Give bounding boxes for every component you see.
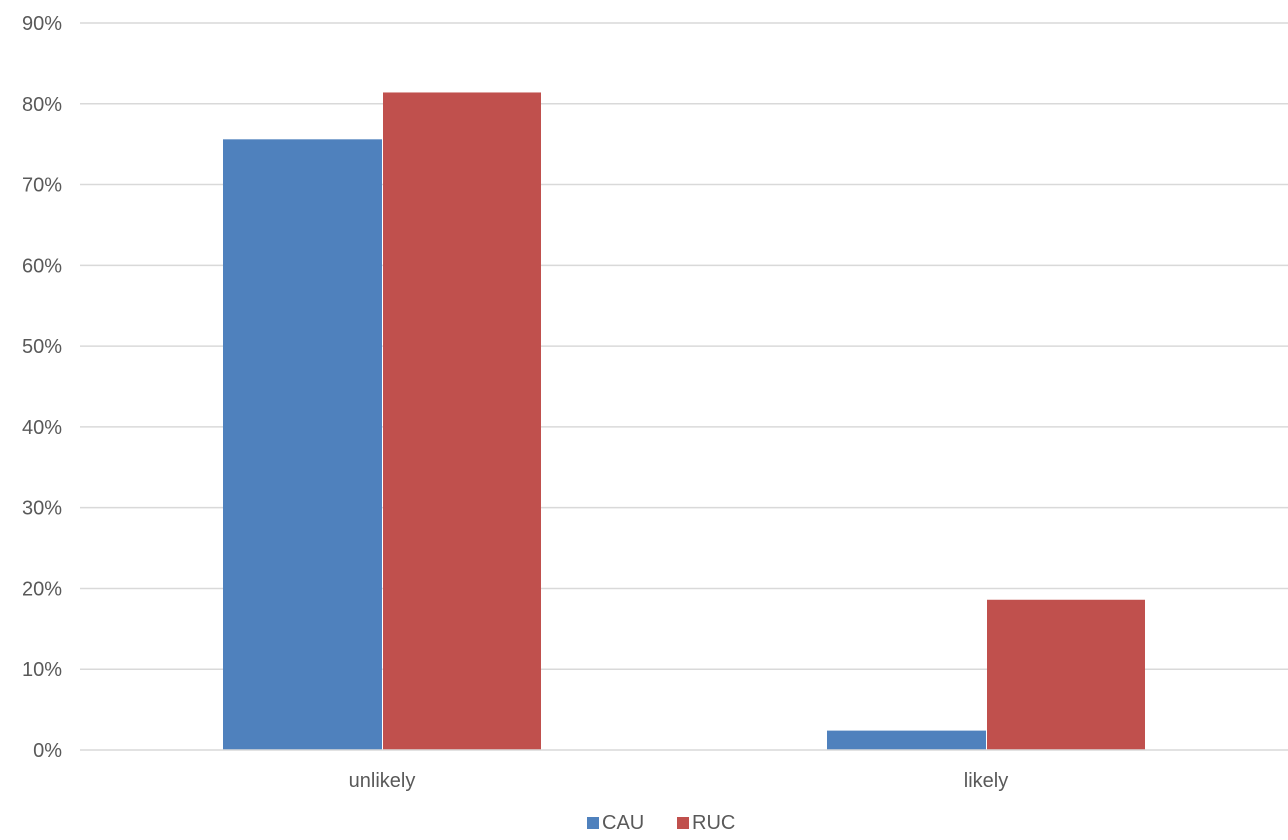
y-tick-label: 70% <box>22 175 62 197</box>
bar-ruc-likely <box>987 599 1145 750</box>
x-category-label: likely <box>964 770 1008 792</box>
legend-swatch-ruc <box>677 817 689 829</box>
y-tick-label: 0% <box>33 740 62 762</box>
y-axis-tick-labels: 0% 10% 20% 30% 40% 50% 60% 70% 80% 90% <box>22 13 62 762</box>
y-tick-label: 60% <box>22 255 62 277</box>
y-tick-label: 40% <box>22 417 62 439</box>
y-tick-label: 30% <box>22 498 62 520</box>
bar-cau-likely <box>827 730 986 750</box>
y-tick-label: 50% <box>22 336 62 358</box>
legend-label-cau: CAU <box>602 812 644 834</box>
bar-ruc-unlikely <box>383 92 541 751</box>
y-tick-label: 90% <box>22 13 62 35</box>
bar-cau-unlikely <box>223 139 382 750</box>
legend: CAU RUC <box>587 812 735 834</box>
bars <box>223 92 1145 751</box>
legend-swatch-cau <box>587 817 599 829</box>
x-category-label: unlikely <box>349 770 416 792</box>
x-axis-category-labels: unlikely likely <box>349 770 1009 792</box>
legend-label-ruc: RUC <box>692 812 735 834</box>
y-tick-label: 20% <box>22 578 62 600</box>
y-tick-label: 80% <box>22 94 62 116</box>
y-tick-label: 10% <box>22 659 62 681</box>
